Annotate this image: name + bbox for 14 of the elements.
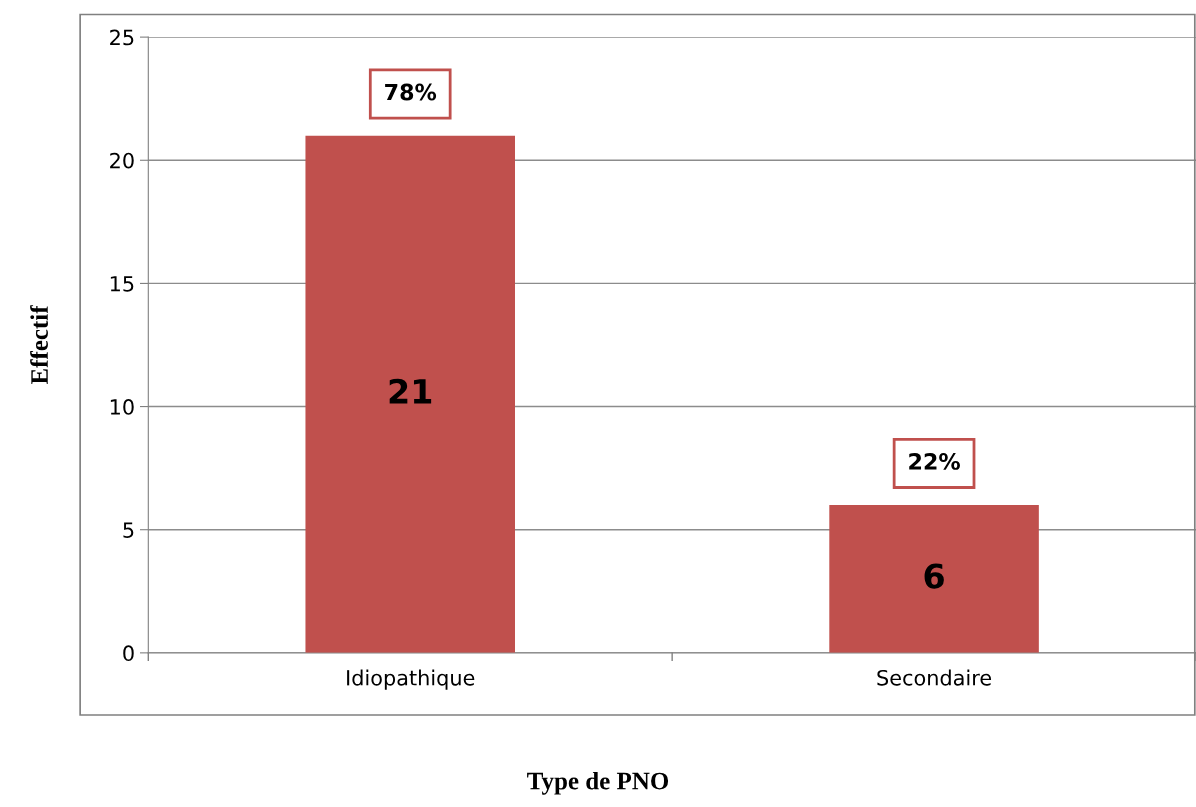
y-tick-label: 15 <box>110 276 134 292</box>
y-tick-label: 25 <box>110 29 134 46</box>
x-tick-label: Secondaire <box>877 669 992 686</box>
annotation: 78% <box>385 83 437 101</box>
y-tick-label: 10 <box>110 399 134 415</box>
data-label: 6 <box>924 563 944 589</box>
y-tick-label: 0 <box>123 645 134 662</box>
annotation: 22% <box>909 453 960 470</box>
y-tick-label: 5 <box>123 522 134 538</box>
data-label: 21 <box>389 378 432 404</box>
y-axis-title: Effectif <box>30 305 48 385</box>
x-axis-title: Type de PNO <box>527 771 669 795</box>
x-tick-label: Idiopathique <box>347 669 475 690</box>
y-tick-label: 20 <box>110 152 134 169</box>
